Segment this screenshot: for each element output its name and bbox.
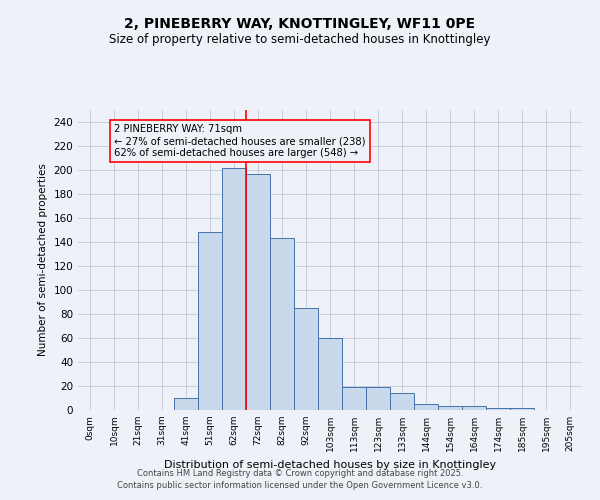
Bar xyxy=(462,406,486,410)
Bar xyxy=(390,393,414,410)
Bar xyxy=(174,398,198,410)
Bar xyxy=(270,238,294,410)
Text: Size of property relative to semi-detached houses in Knottingley: Size of property relative to semi-detach… xyxy=(109,32,491,46)
Bar xyxy=(246,174,270,410)
Bar xyxy=(198,232,222,410)
Bar xyxy=(366,387,390,410)
Bar xyxy=(438,406,462,410)
Y-axis label: Number of semi-detached properties: Number of semi-detached properties xyxy=(38,164,48,356)
Bar xyxy=(294,308,318,410)
Text: Contains HM Land Registry data © Crown copyright and database right 2025.: Contains HM Land Registry data © Crown c… xyxy=(137,468,463,477)
Bar xyxy=(510,408,534,410)
Text: 2 PINEBERRY WAY: 71sqm
← 27% of semi-detached houses are smaller (238)
62% of se: 2 PINEBERRY WAY: 71sqm ← 27% of semi-det… xyxy=(114,124,365,158)
Bar xyxy=(318,338,342,410)
Bar xyxy=(342,387,366,410)
Bar xyxy=(414,404,438,410)
Bar xyxy=(486,408,510,410)
Bar xyxy=(222,168,246,410)
Text: 2, PINEBERRY WAY, KNOTTINGLEY, WF11 0PE: 2, PINEBERRY WAY, KNOTTINGLEY, WF11 0PE xyxy=(124,18,476,32)
Text: Contains public sector information licensed under the Open Government Licence v3: Contains public sector information licen… xyxy=(118,481,482,490)
X-axis label: Distribution of semi-detached houses by size in Knottingley: Distribution of semi-detached houses by … xyxy=(164,460,496,469)
